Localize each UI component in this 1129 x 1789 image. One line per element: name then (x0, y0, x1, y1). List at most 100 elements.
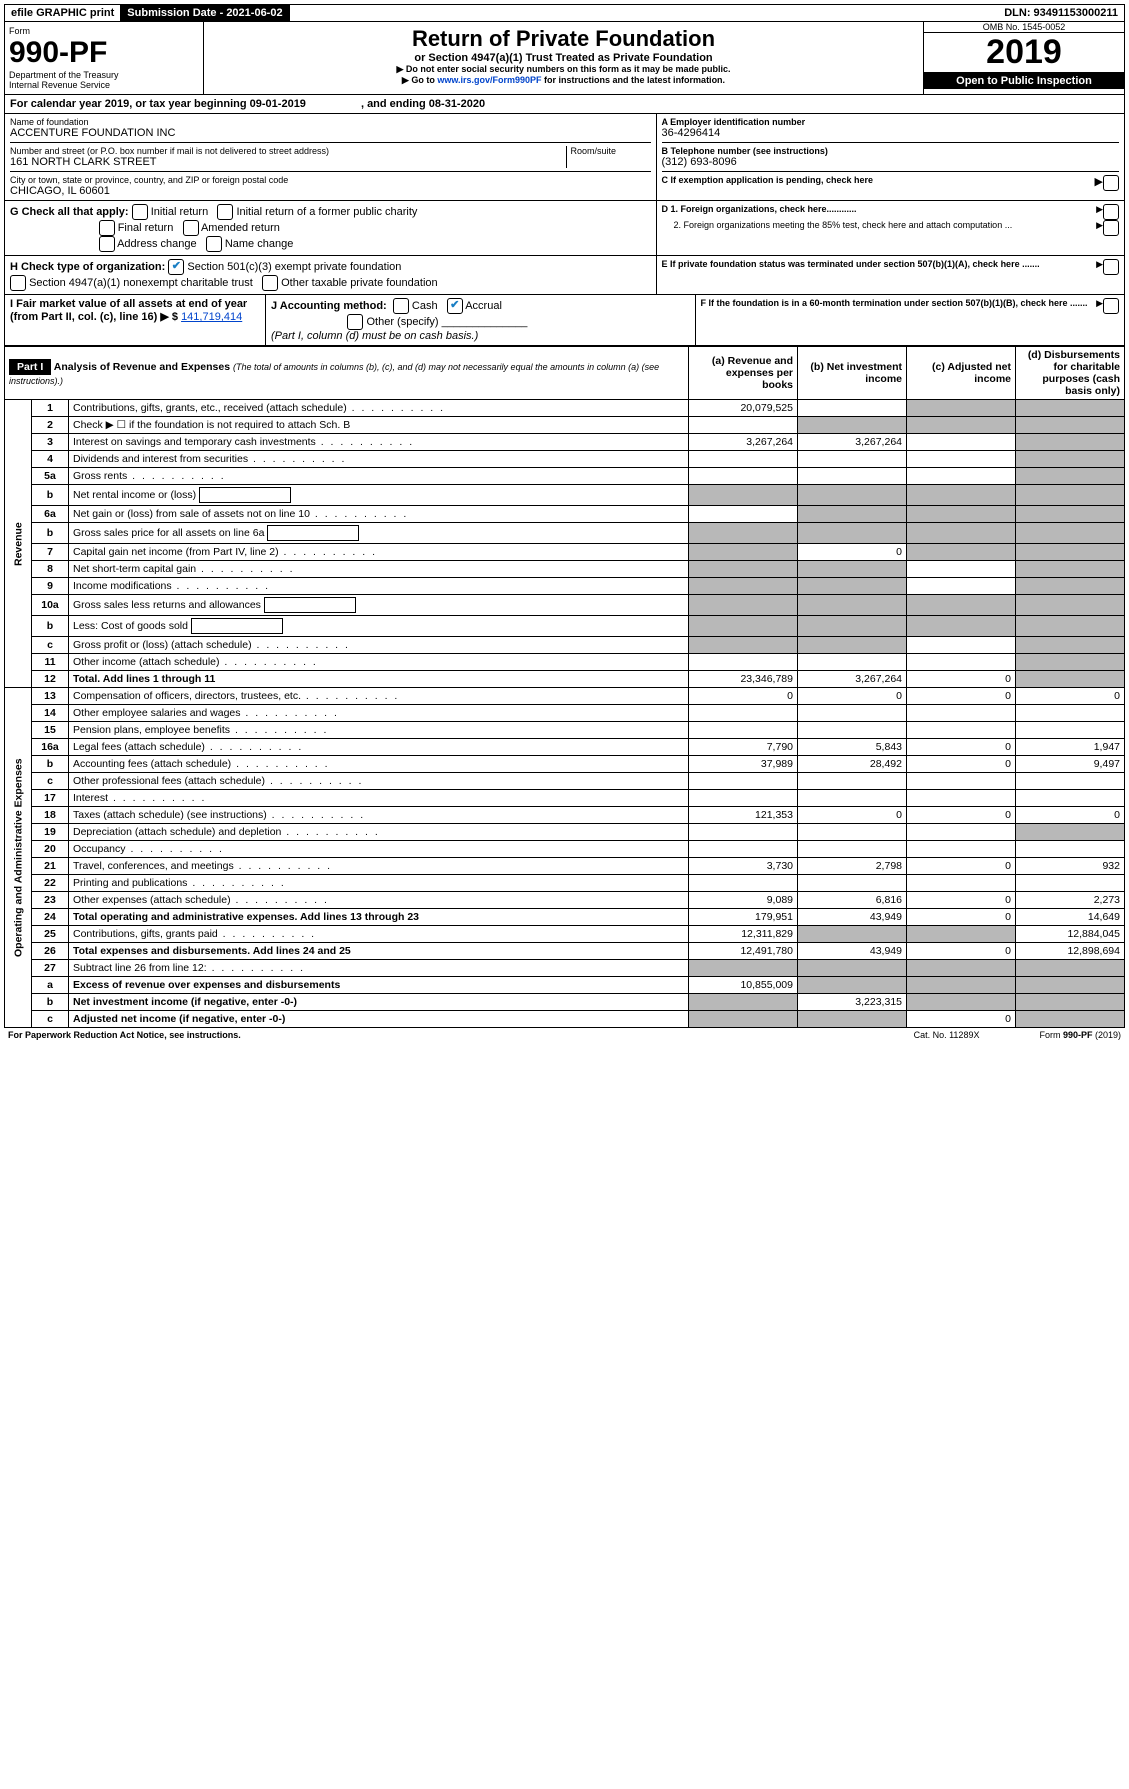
g-former-checkbox[interactable] (217, 204, 233, 220)
value-cell-c: 0 (907, 892, 1016, 909)
c-checkbox[interactable] (1103, 175, 1119, 191)
line-description: Income modifications (69, 578, 689, 595)
part1-header-row: Part I Analysis of Revenue and Expenses … (5, 347, 1125, 400)
value-cell-a (689, 705, 798, 722)
table-row: aExcess of revenue over expenses and dis… (5, 977, 1125, 994)
h-other-checkbox[interactable] (262, 275, 278, 291)
fmv-value[interactable]: 141,719,414 (181, 311, 242, 323)
line-number: a (32, 977, 69, 994)
table-row: 20Occupancy (5, 841, 1125, 858)
value-cell-b (798, 578, 907, 595)
line-description: Other professional fees (attach schedule… (69, 773, 689, 790)
j-other-checkbox[interactable] (347, 314, 363, 330)
value-cell-b: 5,843 (798, 739, 907, 756)
value-cell-a (689, 790, 798, 807)
header-left: Form 990-PF Department of the Treasury I… (5, 22, 204, 94)
table-row: bNet rental income or (loss) (5, 485, 1125, 506)
part1-table: Part I Analysis of Revenue and Expenses … (4, 346, 1125, 1028)
value-cell-b: 43,949 (798, 943, 907, 960)
value-cell-d (1016, 790, 1125, 807)
value-cell-d (1016, 722, 1125, 739)
value-cell-a (689, 824, 798, 841)
line-number: b (32, 756, 69, 773)
table-row: 16aLegal fees (attach schedule)7,7905,84… (5, 739, 1125, 756)
value-cell-d (1016, 468, 1125, 485)
g-final-checkbox[interactable] (99, 220, 115, 236)
value-cell-a (689, 578, 798, 595)
value-cell-c: 0 (907, 943, 1016, 960)
value-cell-b (798, 506, 907, 523)
g-address-checkbox[interactable] (99, 236, 115, 252)
line-number: 15 (32, 722, 69, 739)
efile-btn[interactable]: efile GRAPHIC print (5, 5, 121, 21)
j-note: (Part I, column (d) must be on cash basi… (271, 330, 478, 342)
h-opt2: Section 4947(a)(1) nonexempt charitable … (29, 277, 253, 289)
line-number: 1 (32, 400, 69, 417)
value-cell-a (689, 1011, 798, 1028)
value-cell-a: 37,989 (689, 756, 798, 773)
value-cell-d (1016, 451, 1125, 468)
value-cell-d: 932 (1016, 858, 1125, 875)
value-cell-d (1016, 578, 1125, 595)
value-cell-d (1016, 705, 1125, 722)
value-cell-b: 0 (798, 688, 907, 705)
top-bar: efile GRAPHIC print Submission Date - 20… (4, 4, 1125, 22)
j-cash-checkbox[interactable] (393, 298, 409, 314)
table-row: 9Income modifications (5, 578, 1125, 595)
value-cell-c (907, 960, 1016, 977)
value-cell-b (798, 561, 907, 578)
table-row: 25Contributions, gifts, grants paid12,31… (5, 926, 1125, 943)
g-name-checkbox[interactable] (206, 236, 222, 252)
line-number: 23 (32, 892, 69, 909)
value-cell-b (798, 841, 907, 858)
table-row: cAdjusted net income (if negative, enter… (5, 1011, 1125, 1028)
value-cell-c (907, 654, 1016, 671)
g-amended-checkbox[interactable] (183, 220, 199, 236)
d1-checkbox[interactable] (1103, 204, 1119, 220)
value-cell-d (1016, 637, 1125, 654)
irs-link[interactable]: www.irs.gov/Form990PF (437, 75, 541, 85)
value-cell-b (798, 926, 907, 943)
g-opt4: Address change (117, 238, 197, 250)
value-cell-c (907, 637, 1016, 654)
value-cell-d: 12,884,045 (1016, 926, 1125, 943)
dept-label: Department of the Treasury (9, 70, 199, 80)
cal-begin: 09-01-2019 (250, 98, 306, 110)
value-cell-c (907, 824, 1016, 841)
j-accrual-checkbox[interactable] (447, 298, 463, 314)
line-number: 18 (32, 807, 69, 824)
d2-label: 2. Foreign organizations meeting the 85%… (662, 220, 1097, 236)
h-501c3-checkbox[interactable] (168, 259, 184, 275)
header-right: OMB No. 1545-0052 2019 Open to Public In… (923, 22, 1124, 94)
line-description: Adjusted net income (if negative, enter … (69, 1011, 689, 1028)
value-cell-c (907, 977, 1016, 994)
irs-label: Internal Revenue Service (9, 80, 199, 90)
line-number: c (32, 637, 69, 654)
line-number: 10a (32, 595, 69, 616)
line-description: Accounting fees (attach schedule) (69, 756, 689, 773)
form-label: Form (9, 26, 199, 36)
ein-label: A Employer identification number (662, 117, 1120, 127)
line-description: Gross profit or (loss) (attach schedule) (69, 637, 689, 654)
g-initial-checkbox[interactable] (132, 204, 148, 220)
value-cell-a: 7,790 (689, 739, 798, 756)
value-cell-d: 1,947 (1016, 739, 1125, 756)
e-checkbox[interactable] (1103, 259, 1119, 275)
d2-checkbox[interactable] (1103, 220, 1119, 236)
value-cell-a (689, 773, 798, 790)
h-4947-checkbox[interactable] (10, 275, 26, 291)
value-cell-d (1016, 595, 1125, 616)
table-row: 19Depreciation (attach schedule) and dep… (5, 824, 1125, 841)
table-row: Operating and Administrative Expenses13C… (5, 688, 1125, 705)
line-number: b (32, 994, 69, 1011)
value-cell-d (1016, 561, 1125, 578)
value-cell-d (1016, 506, 1125, 523)
f-checkbox[interactable] (1103, 298, 1119, 314)
tax-year: 2019 (924, 33, 1124, 73)
value-cell-b: 0 (798, 544, 907, 561)
line-description: Subtract line 26 from line 12: (69, 960, 689, 977)
table-row: bAccounting fees (attach schedule)37,989… (5, 756, 1125, 773)
value-cell-d (1016, 400, 1125, 417)
value-cell-b (798, 417, 907, 434)
table-row: bLess: Cost of goods sold (5, 616, 1125, 637)
